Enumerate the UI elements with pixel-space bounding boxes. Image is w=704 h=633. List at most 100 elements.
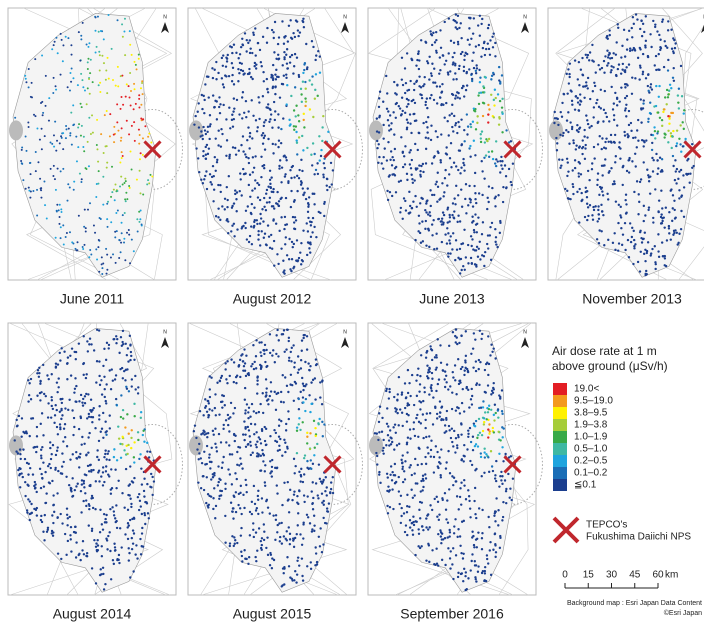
dose-dot xyxy=(405,420,409,423)
dose-dot xyxy=(79,134,82,137)
dose-dot xyxy=(399,521,403,525)
dose-dot xyxy=(641,237,645,241)
dose-dot xyxy=(484,47,488,51)
dose-dot xyxy=(672,229,676,233)
dose-dot xyxy=(393,474,397,477)
dose-dot xyxy=(408,519,412,522)
dose-dot xyxy=(455,165,458,168)
dose-dot xyxy=(234,539,237,542)
dose-dot xyxy=(657,250,660,253)
dose-dot xyxy=(443,177,447,180)
panel-label: August 2015 xyxy=(233,606,312,622)
dose-dot xyxy=(487,408,491,411)
dose-dot xyxy=(656,159,659,162)
dose-dot xyxy=(416,413,419,417)
dose-dot xyxy=(302,149,305,152)
dose-dot xyxy=(441,54,445,57)
dose-dot xyxy=(274,439,277,443)
dose-dot xyxy=(469,125,473,129)
dose-dot xyxy=(422,121,425,125)
dose-dot xyxy=(119,415,123,419)
dose-dot xyxy=(657,210,660,213)
dose-dot xyxy=(269,182,272,186)
dose-dot xyxy=(503,479,507,482)
dose-dot xyxy=(632,238,636,242)
dose-dot xyxy=(425,351,428,354)
dose-dot xyxy=(452,547,455,550)
dose-dot xyxy=(446,521,450,524)
dose-dot xyxy=(466,52,469,56)
dose-dot xyxy=(313,529,316,533)
dose-dot xyxy=(395,444,399,447)
dose-dot xyxy=(200,461,204,465)
dose-dot xyxy=(472,366,475,369)
dose-dot xyxy=(614,91,617,95)
dose-dot xyxy=(684,137,687,141)
dose-dot xyxy=(294,219,298,222)
dose-dot xyxy=(262,538,266,542)
dose-dot xyxy=(440,418,443,421)
dose-dot xyxy=(417,367,420,370)
dose-dot xyxy=(410,373,414,377)
dose-dot xyxy=(414,238,417,242)
dose-dot xyxy=(86,464,90,468)
dose-dot xyxy=(394,165,398,169)
dose-dot xyxy=(136,557,139,560)
dose-dot xyxy=(436,515,439,518)
dose-dot xyxy=(292,200,296,203)
dose-dot xyxy=(128,30,131,33)
dose-dot xyxy=(101,471,105,474)
dose-dot xyxy=(249,75,253,79)
dose-dot xyxy=(196,110,199,113)
dose-dot xyxy=(644,46,647,49)
dose-dot xyxy=(492,381,495,385)
dose-dot xyxy=(626,136,630,139)
dose-dot xyxy=(420,462,423,466)
dose-dot xyxy=(31,473,35,476)
dose-dot xyxy=(268,196,272,200)
dose-dot xyxy=(401,217,404,220)
dose-dot xyxy=(651,141,654,145)
dose-dot xyxy=(673,38,676,42)
dose-dot xyxy=(247,156,250,160)
dose-dot xyxy=(481,91,485,94)
dose-dot xyxy=(116,19,119,22)
dose-dot xyxy=(275,484,278,487)
dose-dot xyxy=(438,72,441,75)
dose-dot xyxy=(592,208,596,212)
dose-dot xyxy=(117,479,120,482)
dose-dot xyxy=(435,356,438,359)
dose-dot xyxy=(35,425,39,429)
dose-dot xyxy=(426,61,430,65)
dose-dot xyxy=(462,580,465,583)
dose-dot xyxy=(20,159,23,162)
dose-dot xyxy=(261,411,265,415)
dose-dot xyxy=(405,511,409,514)
dose-dot xyxy=(442,195,445,198)
dose-dot xyxy=(501,111,504,114)
dose-dot xyxy=(385,107,389,110)
dose-dot xyxy=(70,67,73,70)
dose-dot xyxy=(601,210,604,213)
dose-dot xyxy=(57,209,60,212)
dose-dot xyxy=(672,129,675,133)
dose-dot xyxy=(247,373,251,377)
dose-dot xyxy=(500,164,503,167)
dose-dot xyxy=(252,344,255,347)
legend-label: 1.0–1.9 xyxy=(574,432,608,443)
dose-dot xyxy=(461,365,464,369)
dose-dot xyxy=(224,65,228,68)
dose-dot xyxy=(80,443,83,446)
dose-dot xyxy=(215,78,218,81)
dose-dot xyxy=(85,454,88,457)
dose-dot xyxy=(465,84,469,87)
dose-dot xyxy=(237,503,240,507)
dose-dot xyxy=(606,64,609,67)
dose-dot xyxy=(469,201,472,204)
dose-dot xyxy=(627,123,631,127)
dose-dot xyxy=(119,442,122,446)
dose-dot xyxy=(277,339,280,342)
dose-dot xyxy=(411,533,415,536)
dose-dot xyxy=(15,418,18,422)
dose-dot xyxy=(674,159,677,162)
